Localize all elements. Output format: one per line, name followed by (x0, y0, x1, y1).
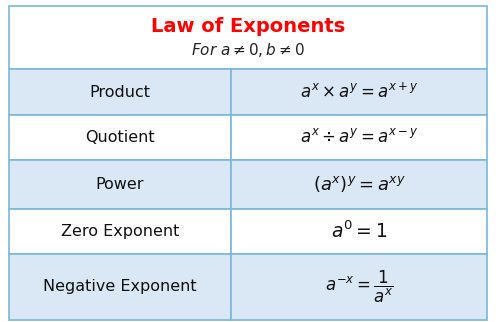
Text: Quotient: Quotient (85, 130, 155, 145)
Bar (231, 70, 487, 115)
Bar (231, 160, 487, 209)
Text: Law of Exponents: Law of Exponents (151, 17, 345, 36)
Bar (9, 209, 231, 254)
Text: $a^{x} \div a^{y} = a^{x-y}$: $a^{x} \div a^{y} = a^{x-y}$ (300, 128, 419, 147)
Text: $\left(a^{x}\right)^{y} = a^{xy}$: $\left(a^{x}\right)^{y} = a^{xy}$ (312, 175, 406, 194)
Bar (9, 254, 231, 320)
Text: $a^{x} \times a^{y} = a^{x+y}$: $a^{x} \times a^{y} = a^{x+y}$ (300, 82, 419, 102)
Bar (9, 115, 231, 160)
Text: Power: Power (96, 177, 144, 192)
Text: $a^{-x} = \dfrac{1}{a^{x}}$: $a^{-x} = \dfrac{1}{a^{x}}$ (325, 269, 394, 305)
Text: Zero Exponent: Zero Exponent (61, 224, 179, 239)
Text: $a^{0} = 1$: $a^{0} = 1$ (331, 221, 387, 242)
Text: For $a \neq 0, b \neq 0$: For $a \neq 0, b \neq 0$ (191, 42, 305, 60)
Bar (9, 70, 231, 115)
Bar (9, 160, 231, 209)
Text: Negative Exponent: Negative Exponent (43, 279, 197, 295)
Bar (231, 209, 487, 254)
Bar (231, 115, 487, 160)
Bar (231, 254, 487, 320)
Bar (9, 6, 487, 70)
Text: Product: Product (90, 85, 151, 99)
